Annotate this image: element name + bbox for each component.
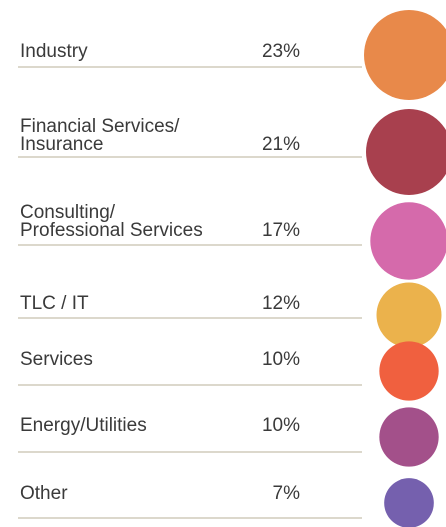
- value-label: 10%: [262, 349, 300, 370]
- bubble: [384, 478, 434, 527]
- value-label: 17%: [262, 220, 300, 241]
- category-label: Professional Services: [20, 220, 203, 241]
- category-label: Services: [20, 349, 93, 370]
- bubble: [370, 202, 446, 280]
- value-label: 12%: [262, 293, 300, 314]
- bubble: [376, 282, 442, 348]
- category-label: Insurance: [20, 134, 103, 155]
- value-label: 21%: [262, 134, 300, 155]
- category-label: Consulting/: [20, 202, 116, 223]
- value-label: 7%: [273, 483, 301, 504]
- category-label: Energy/Utilities: [20, 415, 147, 436]
- bubble: [379, 407, 439, 467]
- category-label: TLC / IT: [20, 293, 89, 314]
- value-label: 23%: [262, 41, 300, 62]
- bubble: [366, 109, 446, 195]
- category-label: Financial Services/: [20, 116, 180, 137]
- category-label: Other: [20, 483, 68, 504]
- value-label: 10%: [262, 415, 300, 436]
- category-label: Industry: [20, 41, 88, 62]
- bubble: [379, 341, 439, 401]
- bubble: [364, 10, 446, 100]
